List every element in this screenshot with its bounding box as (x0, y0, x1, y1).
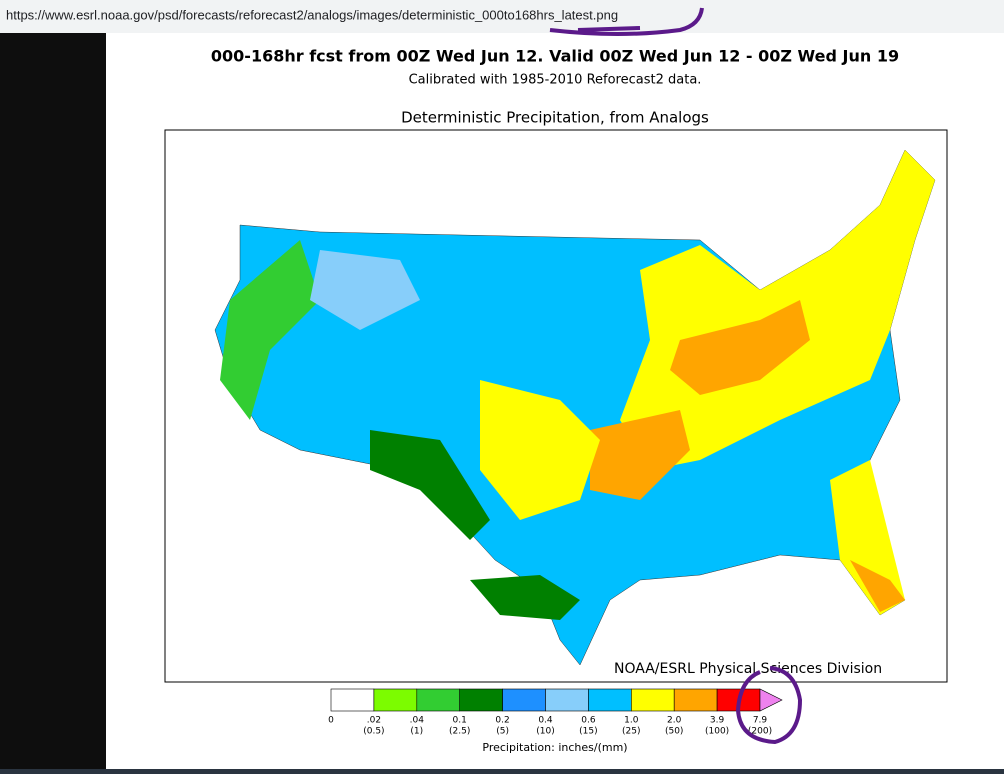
colorbar-tick-label: 7.9 (753, 716, 768, 726)
precip-region (370, 430, 490, 540)
colorbar-tick-label: 0.4 (538, 716, 553, 726)
left-background (0, 33, 106, 774)
precip-region (310, 250, 420, 330)
colorbar-tick-mm: (15) (579, 727, 597, 737)
colorbar-tick-label: 3.9 (710, 716, 725, 726)
bottom-strip (0, 769, 1004, 774)
precip-region (830, 460, 905, 615)
precip-region (480, 380, 600, 520)
annotation-circle (735, 666, 803, 745)
colorbar-tick-mm: (1) (410, 727, 423, 737)
colorbar-segment (459, 688, 503, 712)
map-title: Deterministic Precipitation, from Analog… (401, 109, 709, 127)
colorbar-tick-mm: (100) (705, 727, 729, 737)
colorbar-segment (630, 688, 675, 712)
image-title: 000-168hr fcst from 00Z Wed Jun 12. Vali… (211, 47, 899, 66)
colorbar-tick-mm: (25) (622, 727, 640, 737)
colorbar-tick-label: 0.2 (495, 716, 509, 726)
colorbar-tick-mm: (10) (536, 727, 554, 737)
annotation-underline (577, 26, 641, 32)
colorbar-extend (759, 688, 783, 712)
url-bar[interactable] (0, 0, 1004, 33)
colorbar-tick-label: 2.0 (667, 716, 682, 726)
colorbar-segment (588, 688, 632, 712)
colorbar-segment (545, 688, 589, 712)
colorbar-label: Precipitation: inches/(mm) (482, 741, 627, 754)
annotation-underline (549, 7, 704, 36)
precip-region (590, 410, 690, 500)
map: NOAA/ESRL Physical Sciences Division (164, 129, 948, 683)
precip-region (670, 300, 810, 395)
url[interactable]: https://www.esrl.noaa.gov/psd/forecasts/… (6, 7, 618, 22)
colorbar-tick-label: 1.0 (624, 716, 639, 726)
colorbar: 0.02(0.5).04(1)0.1(2.5)0.2(5)0.4(10)0.6(… (328, 688, 783, 737)
colorbar-tick-mm: (50) (665, 727, 683, 737)
colorbar-tick-mm: (200) (748, 727, 772, 737)
colorbar-tick-mm: (5) (496, 727, 509, 737)
precip-region (220, 240, 320, 420)
map-credit: NOAA/ESRL Physical Sciences Division (614, 661, 882, 677)
colorbar-segment (330, 688, 375, 712)
colorbar-tick-label: .04 (410, 716, 425, 726)
colorbar-segment (416, 688, 460, 712)
precip-region (470, 575, 580, 620)
colorbar-tick-mm: (2.5) (449, 727, 470, 737)
colorbar-segment (373, 688, 418, 712)
image-subtitle: Calibrated with 1985-2010 Reforecast2 da… (409, 73, 702, 88)
precip-region (850, 560, 905, 612)
colorbar-segment (502, 688, 546, 712)
colorbar-tick-label: 0.1 (453, 716, 467, 726)
colorbar-segment (673, 688, 718, 712)
colorbar-tick-label: 0 (328, 716, 334, 726)
colorbar-tick-label: .02 (367, 716, 381, 726)
colorbar-tick-mm: (0.5) (363, 727, 384, 737)
colorbar-tick-label: 0.6 (581, 716, 596, 726)
